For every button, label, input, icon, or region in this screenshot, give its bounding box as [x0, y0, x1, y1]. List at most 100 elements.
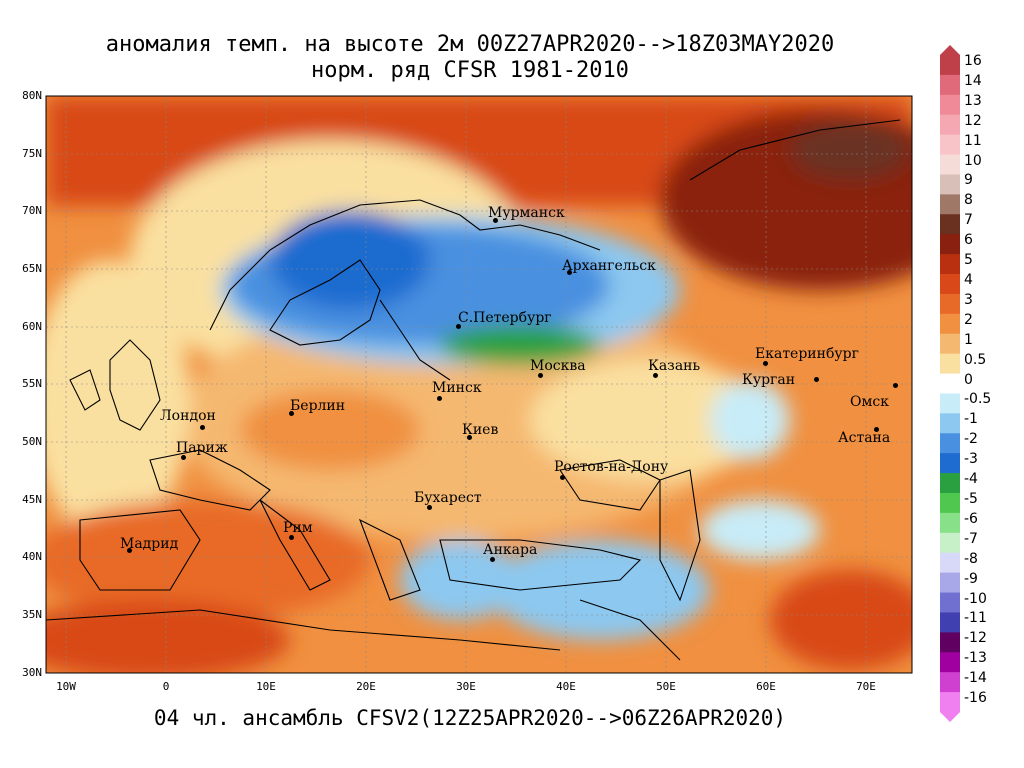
lon-label: 70E [856, 680, 876, 693]
city-dot [427, 505, 432, 510]
city-moscow: Москва [530, 358, 586, 374]
city-dot [467, 435, 472, 440]
colorbar-swatch [940, 234, 960, 255]
colorbar-swatch [940, 94, 960, 116]
colorbar-label: 7 [964, 212, 973, 229]
city-kurgan: Курган [742, 372, 796, 388]
city-dot [763, 361, 768, 366]
map-frame [45, 95, 913, 674]
city-dot [567, 270, 572, 275]
city-omsk: Омск [850, 394, 889, 410]
colorbar-label: -8 [964, 550, 978, 567]
colorbar-label: -3 [964, 451, 978, 468]
lon-label: 60E [756, 680, 776, 693]
colorbar-label: 5 [964, 252, 973, 269]
colorbar-swatch [940, 493, 960, 514]
colorbar-swatch [940, 55, 960, 76]
colorbar-swatch [940, 453, 960, 474]
lat-label: 80N [22, 89, 42, 102]
colorbar-swatch [940, 672, 960, 693]
colorbar-label: -11 [964, 610, 987, 627]
colorbar-swatch [940, 214, 960, 235]
colorbar-label: 0 [964, 371, 973, 388]
colorbar-label: -1 [964, 411, 978, 428]
colorbar-label: -12 [964, 630, 987, 647]
city-dot [893, 383, 898, 388]
city-dot [200, 425, 205, 430]
lon-label: 0 [162, 680, 170, 693]
lat-label: 45N [22, 493, 42, 506]
lat-label: 40N [22, 550, 42, 563]
city-dot [814, 377, 819, 382]
lon-label: 50E [656, 680, 676, 693]
lon-label: 10W [56, 680, 76, 693]
colorbar-label: 8 [964, 192, 973, 209]
city-murmansk: Мурманск [488, 205, 565, 221]
colorbar-label: -0.5 [964, 391, 992, 408]
colorbar-label: 11 [964, 132, 982, 149]
colorbar-swatch [940, 154, 960, 175]
city-ankara: Анкара [483, 542, 538, 558]
colorbar-swatch [940, 194, 960, 215]
colorbar-swatch [940, 353, 960, 375]
city-dot [127, 548, 132, 553]
colorbar-label: -6 [964, 510, 978, 527]
city-kazan: Казань [648, 358, 701, 374]
city-dot [490, 557, 495, 562]
colorbar-label: -5 [964, 491, 978, 507]
city-bucharest: Бухарест [414, 490, 482, 506]
colorbar-label: 2 [964, 311, 973, 328]
colorbar-label: 9 [964, 172, 973, 189]
colorbar-bottom-arrow [940, 712, 960, 722]
colorbar-label: -4 [964, 471, 978, 488]
colorbar-swatch [940, 572, 960, 594]
city-dot [289, 535, 294, 540]
colorbar-swatch [940, 612, 960, 633]
lat-label: 30N [22, 666, 42, 679]
lon-label: 30E [456, 680, 476, 693]
colorbar-swatch [940, 532, 960, 554]
city-dot [493, 218, 498, 223]
colorbar-swatch [940, 433, 960, 454]
city-astana: Астана [838, 430, 891, 446]
colorbar-label: 10 [964, 152, 982, 169]
lat-label: 50N [22, 435, 42, 448]
city-rome: Рим [283, 520, 313, 536]
city-minsk: Минск [432, 380, 482, 396]
colorbar-label: -14 [964, 670, 987, 687]
colorbar-swatch [940, 413, 960, 434]
city-spb: С.Петербург [458, 310, 552, 326]
colorbar-swatch [940, 313, 960, 335]
colorbar-swatch [940, 174, 960, 195]
colorbar-label: 4 [964, 272, 973, 288]
city-dot [560, 475, 565, 480]
colorbar-swatch [940, 134, 960, 156]
city-dot [181, 455, 186, 460]
colorbar-swatch [940, 473, 960, 494]
colorbar-swatch [940, 393, 960, 414]
colorbar-swatch [940, 254, 960, 275]
lon-label: 40E [556, 680, 576, 693]
city-rostov: Ростов-на-Дону [554, 459, 669, 475]
city-london: Лондон [160, 408, 216, 424]
coastlines [46, 119, 901, 661]
lon-label: 20E [356, 680, 376, 693]
colorbar-label: 1 [964, 331, 973, 348]
colorbar-swatch [940, 652, 960, 673]
colorbar-swatch [940, 512, 960, 534]
lat-label: 70N [22, 204, 42, 217]
colorbar-swatch [940, 373, 960, 394]
city-dot [437, 396, 442, 401]
lat-label: 60N [22, 320, 42, 333]
city-dot [653, 373, 658, 378]
colorbar-swatch [940, 632, 960, 653]
colorbar-label: 12 [964, 112, 982, 129]
lat-label: 35N [22, 608, 42, 621]
colorbar-label: -10 [964, 590, 987, 607]
city-kiev: Киев [462, 422, 499, 438]
lat-label: 75N [22, 147, 42, 160]
colorbar-label: 13 [964, 92, 982, 109]
city-berlin: Берлин [290, 398, 346, 414]
city-dot [874, 427, 879, 432]
